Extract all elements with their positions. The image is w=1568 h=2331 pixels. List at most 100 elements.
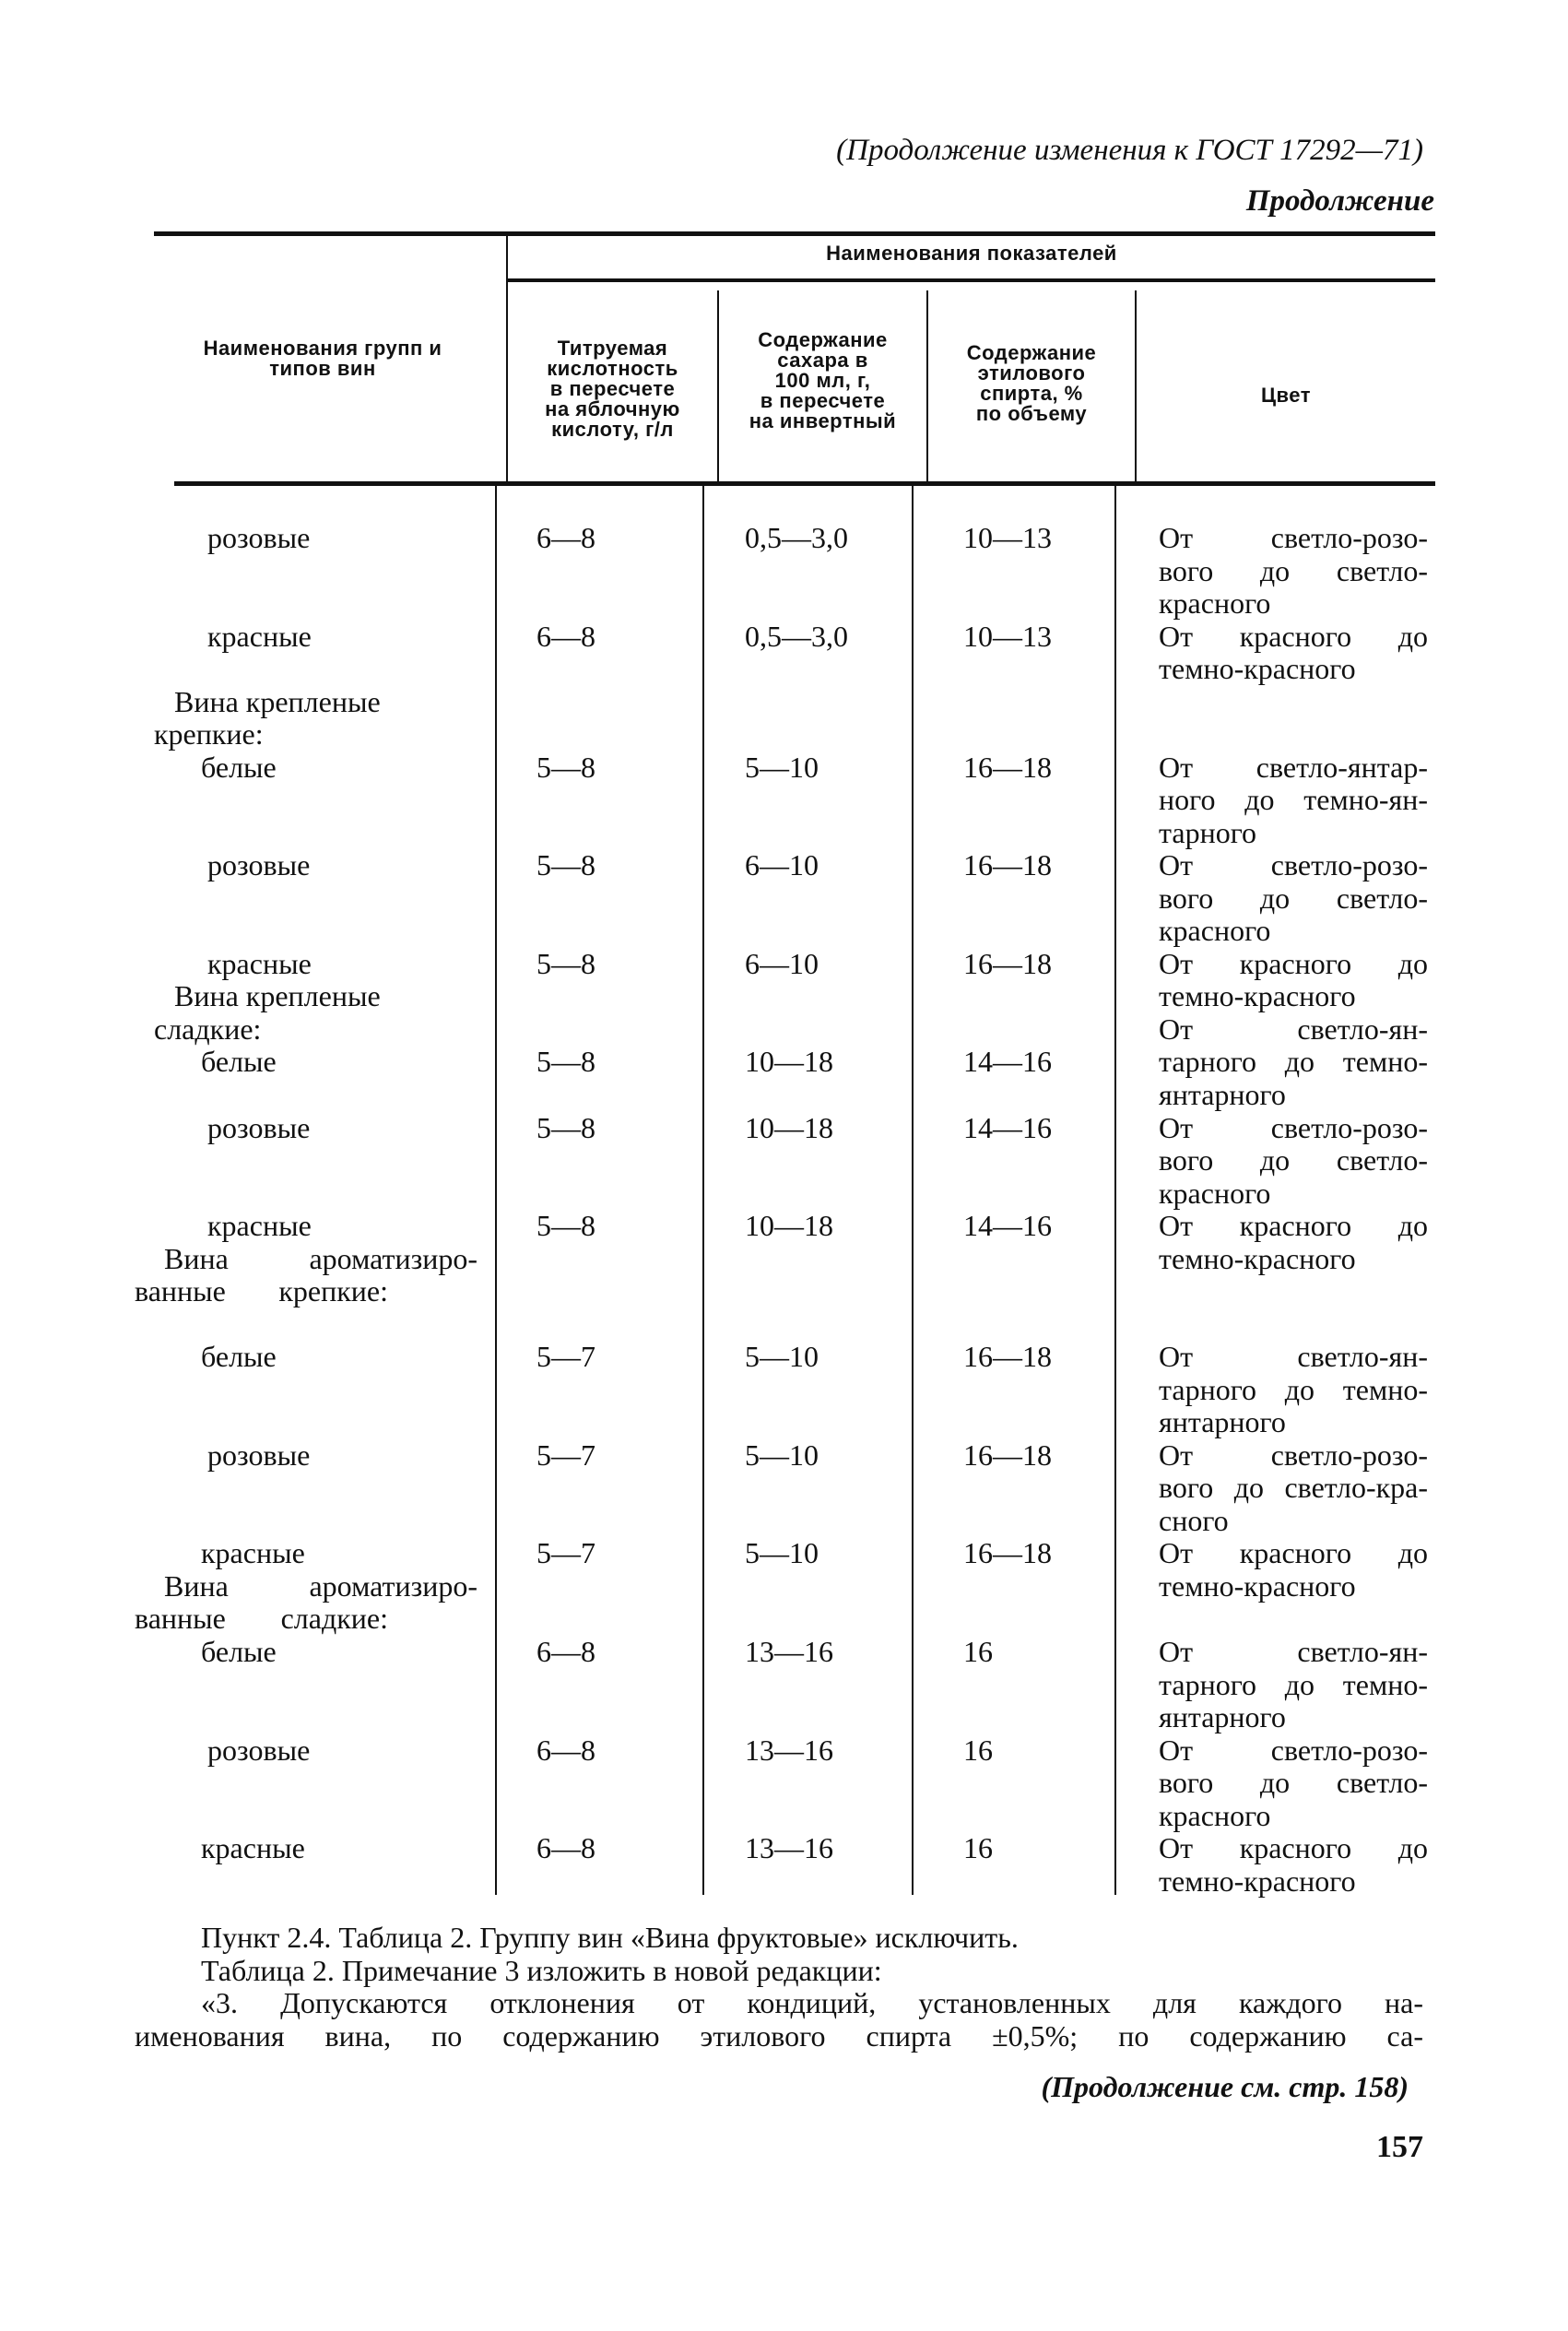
sugar-value: 5—10 [745, 1340, 819, 1374]
row-name: белые [201, 1340, 277, 1374]
body-col-line [912, 486, 914, 1895]
group-name-cont: ванные сладкие: [135, 1602, 388, 1636]
row-name: красные [201, 1536, 305, 1570]
alcohol-value: 16 [963, 1733, 993, 1767]
alcohol-value: 16—18 [963, 1340, 1052, 1374]
footer-paragraph: Пункт 2.4. Таблица 2. Группу вин «Вина ф… [201, 1921, 1019, 1954]
group-name: Вина крепленые [174, 684, 381, 718]
row-name: красные [207, 1209, 312, 1243]
indicators-header: Наименования показателей [826, 242, 1117, 265]
header-col-line [926, 290, 928, 484]
color-value: вого до светло- [1159, 553, 1428, 587]
sugar-value: 6—10 [745, 946, 819, 980]
indicators-rule [508, 278, 1435, 282]
column-header-line: 100 мл, г, [774, 369, 871, 392]
color-value: красного [1159, 914, 1271, 948]
header-bottom-rule [174, 481, 1435, 486]
alcohol-value: 16—18 [963, 946, 1052, 980]
color-value: От светло-розо- [1159, 1110, 1428, 1144]
sugar-value: 10—18 [745, 1209, 833, 1243]
footer-paragraph: именования вина, по содержанию этилового… [135, 2019, 1423, 2053]
color-value: красного [1159, 1176, 1271, 1210]
alcohol-value: 10—13 [963, 521, 1052, 554]
column-header-line: Титруемая [557, 337, 668, 360]
header-col-line [1135, 290, 1137, 484]
acidity-value: 5—8 [536, 1209, 595, 1243]
color-value: От светло-янтар- [1159, 750, 1428, 784]
page-number: 157 [1376, 2130, 1423, 2164]
alcohol-value: 16—18 [963, 750, 1052, 784]
alcohol-value: 14—16 [963, 1045, 1052, 1079]
sugar-value: 10—18 [745, 1110, 833, 1144]
color-value: вого до светло- [1159, 1766, 1428, 1800]
header-col-line [717, 290, 719, 484]
color-value: От светло-розо- [1159, 521, 1428, 554]
row-name: красные [207, 619, 312, 653]
color-value: От красного до [1159, 1831, 1428, 1865]
color-value: красного [1159, 586, 1271, 621]
color-value: От красного до [1159, 1536, 1428, 1570]
color-value: темно-красного [1159, 652, 1356, 686]
footer-paragraph: «3. Допускаются отклонения от кондиций, … [201, 1986, 1423, 2019]
acidity-value: 6—8 [536, 1831, 595, 1865]
color-value: тарного до темно- [1159, 1667, 1428, 1701]
row-name: розовые [207, 1110, 311, 1144]
body-col-line [495, 486, 497, 1895]
table-top-rule [154, 231, 1435, 236]
alcohol-value: 14—16 [963, 1110, 1052, 1144]
color-value: вого до светло- [1159, 1143, 1428, 1177]
acidity-value: 6—8 [536, 1635, 595, 1669]
color-value: От светло-розо- [1159, 848, 1428, 882]
row-name: белые [201, 1045, 277, 1079]
sugar-value: 0,5—3,0 [745, 619, 848, 653]
color-value: От светло-розо- [1159, 1733, 1428, 1767]
alcohol-value: 16 [963, 1831, 993, 1865]
acidity-value: 6—8 [536, 619, 595, 653]
color-value: ного до темно-ян- [1159, 783, 1428, 817]
group-header: Наименования групп и типов вин [203, 337, 442, 380]
color-value: янтарного [1159, 1405, 1286, 1439]
color-value: От красного до [1159, 946, 1428, 980]
sugar-value: 13—16 [745, 1733, 833, 1767]
column-header-line: Цвет [1260, 384, 1312, 407]
column-header-line: спирта, % [980, 382, 1083, 405]
row-name: белые [201, 750, 277, 784]
column-header-line: в пересчете [549, 377, 676, 400]
sugar-value: 5—10 [745, 1438, 819, 1472]
acidity-value: 5—8 [536, 1045, 595, 1079]
color-value: От красного до [1159, 619, 1428, 653]
color-value: янтарного [1159, 1700, 1286, 1734]
continuation-title: (Продолжение изменения к ГОСТ 17292—71) [836, 134, 1423, 167]
sugar-value: 0,5—3,0 [745, 521, 848, 554]
column-header-line: Содержание [966, 341, 1097, 364]
color-value: От красного до [1159, 1209, 1428, 1243]
sugar-value: 5—10 [745, 750, 819, 784]
acidity-value: 5—8 [536, 750, 595, 784]
color-value: От светло-ян- [1159, 1012, 1428, 1046]
alcohol-value: 16—18 [963, 1438, 1052, 1472]
group-name: Вина ароматизиро- [164, 1241, 477, 1275]
row-name: розовые [207, 848, 311, 882]
alcohol-value: 14—16 [963, 1209, 1052, 1243]
acidity-value: 5—8 [536, 848, 595, 882]
sugar-value: 13—16 [745, 1831, 833, 1865]
continued-on-note: (Продолжение см. стр. 158) [1041, 2070, 1409, 2103]
continued-label: Продолжение [1245, 184, 1434, 218]
column-header-line: Содержание [758, 328, 888, 351]
group-name: Вина ароматизиро- [164, 1568, 477, 1603]
row-name: розовые [207, 1733, 311, 1767]
acidity-value: 5—8 [536, 1110, 595, 1144]
sugar-value: 6—10 [745, 848, 819, 882]
color-value: красного [1159, 1798, 1271, 1832]
column-header-line: в пересчете [760, 389, 886, 412]
color-value: темно-красного [1159, 1864, 1356, 1898]
group-name-cont: крепкие: [154, 717, 264, 751]
row-name: розовые [207, 521, 311, 554]
column-header-line: на яблочную [545, 397, 680, 420]
row-name: белые [201, 1635, 277, 1669]
column-header-line: кислотность [547, 357, 678, 380]
sugar-value: 13—16 [745, 1635, 833, 1669]
color-value: тарного до темно- [1159, 1372, 1428, 1406]
color-value: От светло-розо- [1159, 1438, 1428, 1472]
color-value: темно-красного [1159, 1241, 1356, 1275]
